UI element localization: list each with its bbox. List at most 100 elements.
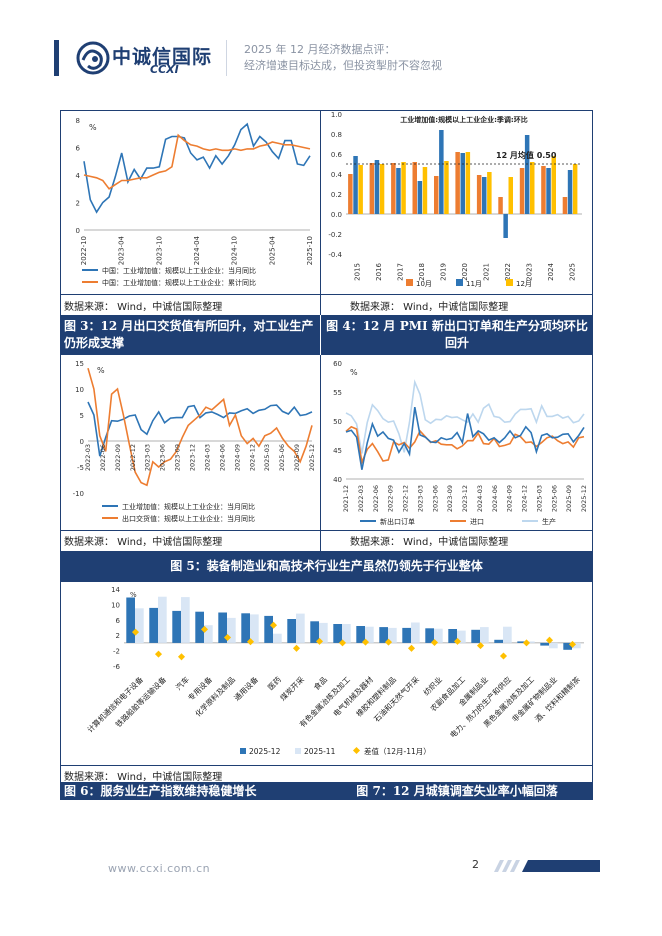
y-tick-label: 2 bbox=[76, 200, 80, 208]
caption-fig7: 图 7：12 月城镇调查失业率小幅回落 bbox=[321, 782, 593, 800]
diff-marker bbox=[545, 636, 554, 644]
y-axis-unit: % bbox=[89, 123, 97, 132]
y-tick-label: 0.4 bbox=[331, 171, 343, 179]
bar bbox=[519, 168, 525, 214]
legend-swatch bbox=[295, 748, 301, 754]
legend-swatch bbox=[352, 746, 361, 755]
chart-export-delivery: -10 -5 0 5 10 15% 2022-03 2022-06 2022-09 2022-12… bbox=[73, 360, 316, 523]
series-line bbox=[83, 122, 311, 214]
bar bbox=[250, 614, 259, 643]
bar bbox=[498, 197, 503, 214]
bar bbox=[572, 642, 581, 649]
diff-marker bbox=[269, 621, 278, 629]
bar bbox=[425, 628, 434, 643]
y-tick-label: 60 bbox=[333, 360, 342, 368]
bar bbox=[448, 629, 457, 643]
y-tick-label: -10 bbox=[73, 490, 84, 498]
bar bbox=[264, 615, 273, 643]
x-tick-label: 2024-06 bbox=[218, 444, 226, 471]
footer-url[interactable]: www.ccxi.com.cn bbox=[108, 862, 211, 875]
y-tick-label: 40 bbox=[333, 476, 342, 484]
header-accent-bar bbox=[54, 40, 59, 76]
source-note-2: 数据来源： Wind，中诚信国际整理 bbox=[350, 302, 509, 313]
x-tick-label: 2023-12 bbox=[189, 444, 197, 471]
bar bbox=[353, 156, 358, 214]
series-line bbox=[345, 406, 585, 470]
legend-label: 新出口订单 bbox=[380, 517, 415, 526]
bar bbox=[465, 152, 471, 214]
source-rule-3 bbox=[60, 765, 593, 766]
y-tick-label: 2 bbox=[116, 632, 120, 640]
diff-marker bbox=[499, 652, 508, 660]
bar bbox=[218, 612, 227, 643]
bar bbox=[476, 175, 482, 214]
bar bbox=[135, 608, 144, 643]
bar bbox=[480, 627, 489, 643]
bar bbox=[562, 197, 568, 214]
x-tick-label: 2025-09 bbox=[565, 485, 573, 512]
legend-label: 中国：工业增加值：规模以上工业企业：累计同比 bbox=[102, 278, 256, 287]
y-tick-label: 55 bbox=[333, 389, 342, 397]
y-axis-unit: % bbox=[97, 366, 105, 375]
x-tick-label: 2024-09 bbox=[233, 444, 241, 471]
chart-pmi-sub: 40 45 50 55 60% 2021-12 2022-03 2022-06 2022-09 2… bbox=[333, 360, 588, 526]
caption-fig5: 图 5：装备制造业和高技术行业生产虽然仍领先于行业整体 bbox=[60, 551, 593, 582]
x-tick-label: 2022 bbox=[504, 263, 512, 281]
bar bbox=[434, 628, 443, 643]
x-tick-label: 2015 bbox=[354, 263, 362, 281]
bar bbox=[348, 174, 353, 214]
bar bbox=[482, 177, 487, 214]
x-tick-label: 2024-09 bbox=[506, 485, 514, 512]
x-tick-label: 2022-06 bbox=[372, 485, 380, 512]
x-tick-label: 2021-12 bbox=[342, 485, 350, 512]
x-tick-label: 2022-03 bbox=[357, 485, 365, 512]
bar bbox=[379, 164, 385, 214]
source-note-1: 数据来源： Wind，中诚信国际整理 bbox=[64, 302, 223, 313]
legend-label: 12月 bbox=[516, 280, 532, 288]
diff-marker bbox=[522, 639, 531, 647]
y-tick-label: 10 bbox=[111, 601, 120, 609]
header-separator bbox=[226, 40, 227, 76]
y-tick-label: 0.8 bbox=[331, 131, 342, 139]
bar bbox=[517, 641, 526, 643]
x-tick-label: 2025-12 bbox=[580, 485, 588, 512]
caption-fig6: 图 6：服务业生产指数维持稳健增长 bbox=[60, 782, 320, 800]
category-label: 通用设备 bbox=[232, 674, 261, 703]
bar bbox=[540, 642, 549, 646]
legend-swatch bbox=[240, 748, 246, 754]
x-tick-label: 2025-12 bbox=[308, 444, 316, 471]
figure-divider-bottom bbox=[320, 782, 321, 800]
series-line bbox=[83, 133, 311, 190]
bar bbox=[422, 167, 428, 214]
category-label: 电气机械及器材 bbox=[331, 674, 376, 719]
bar bbox=[310, 621, 319, 643]
bar bbox=[572, 164, 578, 214]
bar bbox=[204, 625, 213, 643]
x-tick-label: 2022-12 bbox=[129, 444, 137, 471]
y-axis-unit: % bbox=[350, 368, 358, 377]
bar bbox=[273, 633, 282, 643]
bar bbox=[471, 629, 480, 643]
x-tick-label: 2025-06 bbox=[550, 485, 558, 512]
x-tick-label: 2025-04 bbox=[268, 235, 276, 265]
x-tick-label: 2016 bbox=[375, 262, 383, 280]
legend-label: 10月 bbox=[416, 280, 432, 288]
bar bbox=[567, 170, 573, 214]
source-note-5: 数据来源： Wind，中诚信国际整理 bbox=[64, 772, 223, 783]
legend-label: 出口交货值：规模以上工业企业：当月同比 bbox=[122, 514, 255, 523]
x-tick-label: 2017 bbox=[397, 263, 405, 281]
bar bbox=[411, 622, 420, 643]
x-tick-label: 2021 bbox=[482, 263, 490, 281]
legend-label: 工业增加值：规模以上工业企业：当月同比 bbox=[122, 502, 255, 511]
category-label: 食品 bbox=[311, 674, 329, 692]
diff-marker bbox=[223, 633, 232, 642]
x-tick-label: 2024-12 bbox=[248, 444, 256, 471]
x-tick-label: 2022-09 bbox=[387, 485, 395, 512]
diff-marker bbox=[430, 638, 439, 647]
x-tick-label: 2023-04 bbox=[118, 235, 126, 265]
bar bbox=[379, 627, 388, 643]
source-note-3: 数据来源： Wind，中诚信国际整理 bbox=[64, 537, 223, 548]
figure-divider-middle bbox=[320, 355, 321, 551]
y-tick-label: 0 bbox=[76, 227, 80, 235]
category-label: 煤炭开采 bbox=[278, 674, 307, 703]
